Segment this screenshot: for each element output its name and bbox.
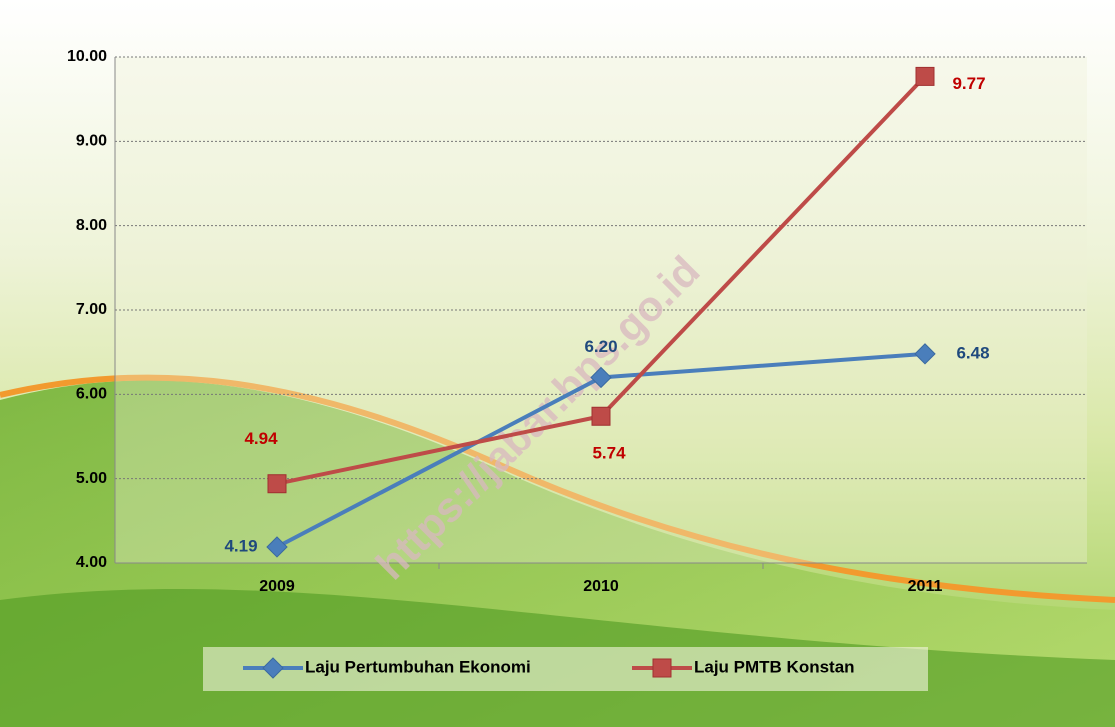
chart: https://jabar.bps.go.id 4.005.006.007.00… <box>0 0 1115 727</box>
marker <box>653 659 671 677</box>
y-tick-label: 6.00 <box>76 386 107 403</box>
data-label: 4.19 <box>224 536 257 555</box>
y-tick-label: 5.00 <box>76 470 107 487</box>
marker <box>268 475 286 493</box>
x-tick-label: 2011 <box>908 578 943 595</box>
y-tick-label: 9.00 <box>76 133 107 150</box>
legend-label: Laju Pertumbuhan Ekonomi <box>305 657 531 676</box>
legend-item: Laju PMTB Konstan <box>632 657 855 677</box>
y-tick-label: 7.00 <box>76 301 107 318</box>
data-label: 5.74 <box>592 444 626 463</box>
marker <box>592 407 610 425</box>
x-tick-label: 2009 <box>259 578 295 595</box>
x-tick-label: 2010 <box>583 578 619 595</box>
data-label: 6.20 <box>584 337 617 356</box>
y-tick-label: 8.00 <box>76 217 107 234</box>
legend-label: Laju PMTB Konstan <box>694 657 855 676</box>
y-tick-label: 4.00 <box>76 554 107 571</box>
y-tick-label: 10.00 <box>67 48 107 65</box>
data-label: 4.94 <box>244 429 278 448</box>
marker <box>916 67 934 85</box>
data-label: 9.77 <box>952 74 985 93</box>
data-label: 6.48 <box>956 343 989 362</box>
